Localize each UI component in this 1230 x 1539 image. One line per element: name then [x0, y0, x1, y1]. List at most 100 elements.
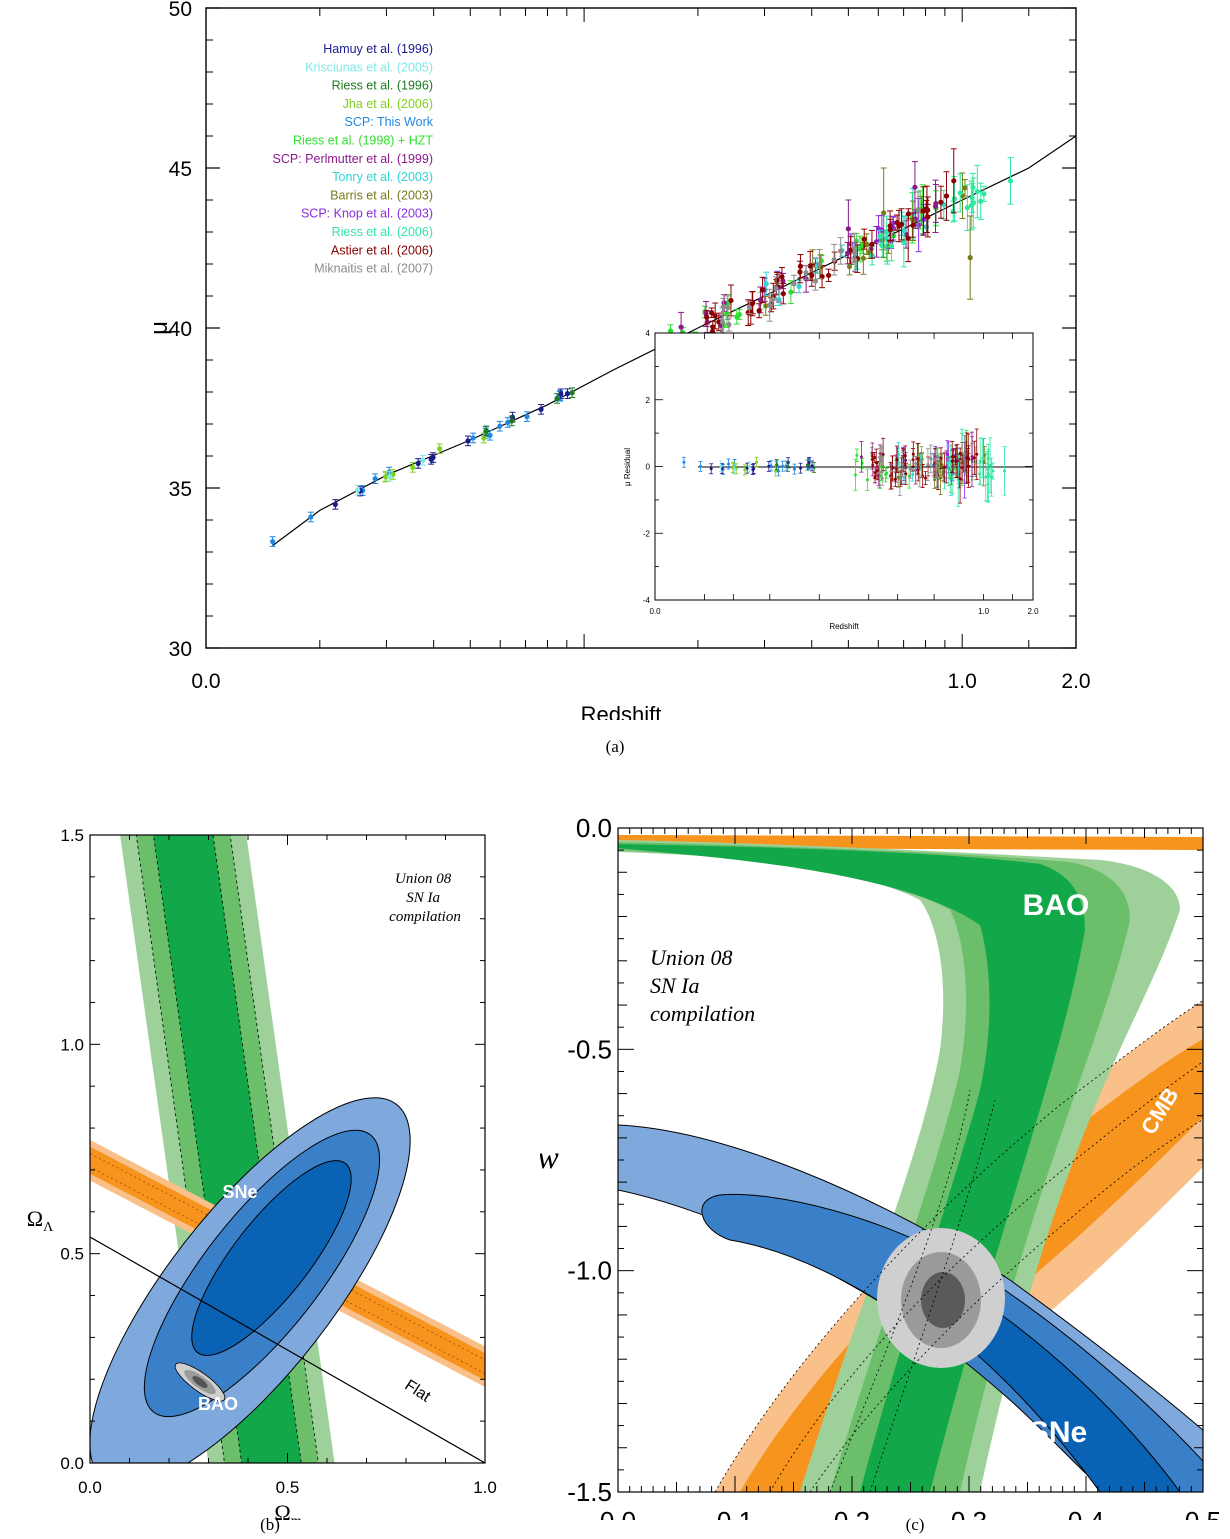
x-tick-label: 1.0	[948, 670, 977, 693]
y-axis-label: w	[540, 1139, 559, 1175]
data-point	[464, 435, 471, 447]
flat-label: Flat	[402, 1377, 434, 1406]
omega-lambda-plot: 0.00.51.01.5 0.00.51.0 Ωm ΩΛ Union 08 SN…	[27, 826, 497, 1520]
residual-point	[901, 470, 906, 485]
data-point	[911, 161, 918, 214]
data-point	[880, 167, 887, 259]
x-tick-label: 0.2	[834, 1506, 870, 1520]
supernova-points	[269, 148, 1014, 547]
data-point	[791, 274, 798, 294]
residual-point	[962, 435, 967, 473]
dotted-contour-lines	[714, 1000, 1203, 1492]
residual-point	[750, 464, 755, 475]
inset-y-tick-labels: -4 -2 0 2 4	[643, 329, 651, 605]
residual-point	[907, 463, 912, 489]
data-point	[428, 454, 435, 465]
data-point	[436, 443, 443, 455]
data-point	[504, 417, 511, 428]
legend-entry: SCP: This Work	[345, 115, 434, 129]
bao-label: BAO	[198, 1394, 238, 1414]
data-point	[724, 295, 731, 320]
data-point	[712, 302, 719, 330]
data-point	[372, 473, 379, 485]
residual-point	[742, 464, 747, 476]
flat-line	[90, 1236, 485, 1463]
annotation: Union 08 SN Ia compilation	[389, 871, 461, 925]
data-point	[876, 229, 883, 244]
data-point	[524, 411, 531, 422]
x-tick-label: 0.0	[191, 670, 220, 693]
residual-point	[731, 461, 736, 473]
data-point	[861, 228, 868, 250]
residual-point	[950, 462, 955, 495]
data-point	[905, 214, 912, 263]
residual-point	[893, 471, 898, 487]
residual-point	[859, 441, 864, 473]
data-point	[564, 388, 571, 399]
data-point	[307, 511, 314, 523]
residual-point	[897, 461, 902, 496]
data-point	[812, 271, 819, 291]
data-point	[825, 268, 832, 282]
residual-point	[792, 463, 797, 475]
data-point	[787, 280, 794, 305]
residual-point	[928, 444, 933, 474]
data-point	[937, 185, 944, 219]
y-tick-label: 50	[169, 0, 192, 21]
legend-entry: SCP: Perlmutter et al. (1999)	[273, 152, 433, 166]
y-tick-label: 0.0	[60, 1454, 84, 1473]
residual-point	[798, 462, 803, 474]
data-point	[415, 458, 422, 469]
data-point	[779, 267, 786, 287]
residual-point	[958, 453, 963, 504]
data-point	[964, 184, 971, 231]
data-point	[887, 218, 894, 241]
data-point	[538, 404, 545, 415]
legend-entry: Krisciunas et al. (2005)	[305, 60, 433, 74]
y-axis-label: μ	[146, 321, 173, 335]
residual-point	[923, 471, 928, 485]
y-tick-label: 0.5	[60, 1245, 84, 1264]
x-tick-label: 0.0	[78, 1478, 102, 1497]
data-point	[868, 229, 875, 259]
residual-point	[881, 437, 886, 471]
data-point	[703, 310, 710, 325]
sne-label: SNe	[222, 1182, 257, 1202]
residual-point	[960, 454, 965, 481]
data-point	[957, 173, 964, 213]
y-axis-label: ΩΛ	[27, 1206, 54, 1235]
residual-point	[810, 460, 815, 472]
legend: Hamuy et al. (1996) Krisciunas et al. (20…	[273, 42, 434, 276]
residual-point	[989, 457, 994, 497]
residual-point	[945, 456, 950, 470]
residual-point	[773, 465, 778, 477]
data-point	[802, 265, 809, 281]
w-omega-plot: -1.5-1.0-0.50.0 0.00.10.20.30.40.5 Ωm w …	[540, 813, 1220, 1520]
data-point	[943, 171, 950, 221]
data-point	[856, 235, 863, 263]
caption-c: (c)	[905, 1515, 925, 1534]
residual-point	[917, 467, 922, 488]
legend-entry: Tonry et al. (2003)	[332, 170, 433, 184]
data-point	[837, 237, 844, 265]
sne-label: SNe	[1029, 1416, 1087, 1449]
data-point	[470, 432, 477, 444]
data-point	[967, 215, 974, 300]
data-point	[950, 200, 957, 223]
data-point	[762, 295, 769, 316]
residual-point	[974, 428, 979, 481]
y-tick-label: 40	[169, 318, 192, 341]
data-point	[569, 387, 576, 399]
data-point	[920, 186, 927, 236]
data-point	[819, 265, 826, 289]
residual-point	[970, 436, 975, 477]
residual-point	[805, 459, 810, 471]
bao-label: BAO	[1023, 889, 1090, 922]
data-point	[845, 199, 852, 259]
legend-entry: Jha et al. (2006)	[343, 97, 433, 111]
residual-point	[879, 447, 884, 473]
data-point	[746, 300, 753, 315]
residual-point	[978, 437, 983, 485]
residual-point	[986, 443, 991, 474]
inset-y-tick-label: -2	[643, 529, 651, 538]
